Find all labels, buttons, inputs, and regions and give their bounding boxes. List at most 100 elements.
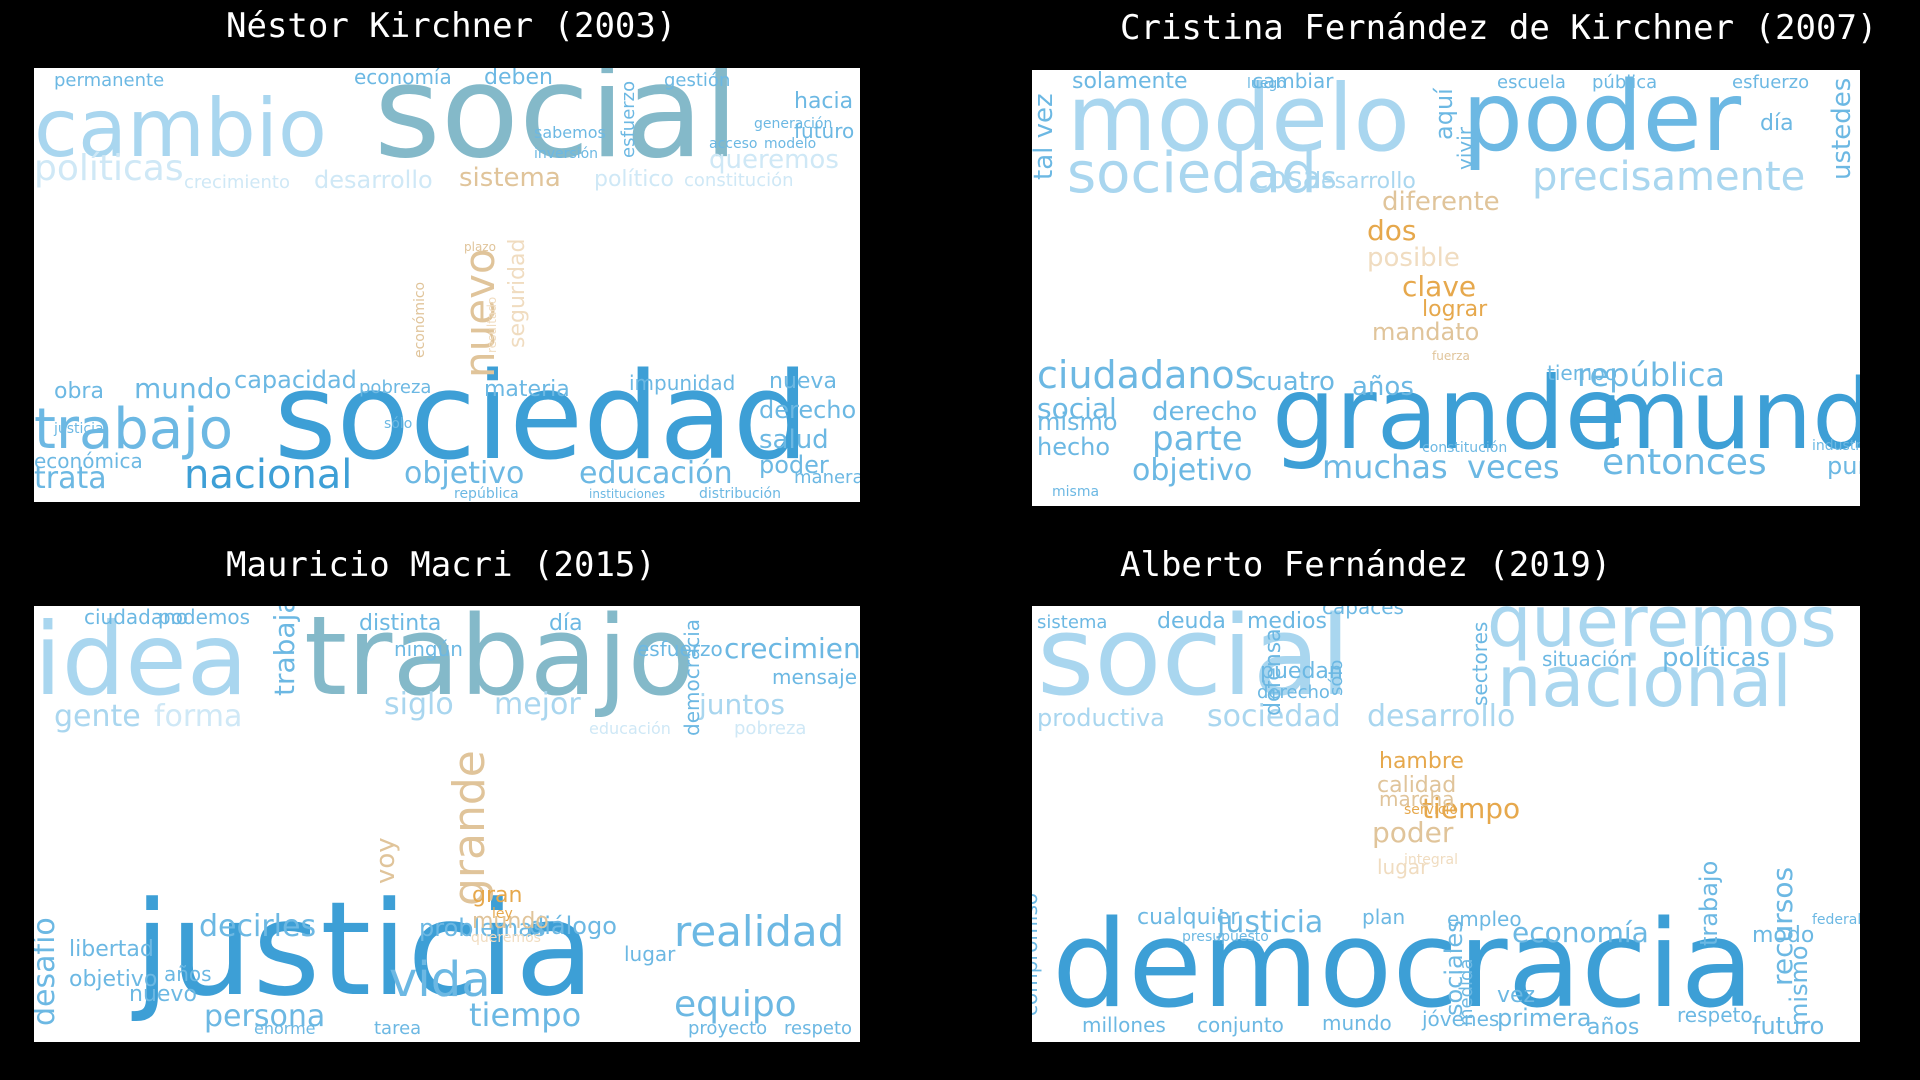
cloud-word: gestión: [664, 70, 730, 91]
cloud-word: materia: [484, 377, 570, 402]
cloud-word: deuda: [1157, 609, 1226, 634]
cloud-word: hecho: [1037, 433, 1110, 461]
cloud-word: desafío: [34, 917, 62, 1026]
cloud-word: empleo: [1447, 907, 1522, 931]
cloud-word: gente: [54, 699, 141, 734]
cloud-word: plan: [1362, 905, 1405, 929]
cloud-word: nueva: [769, 369, 837, 394]
panel-title-4: Alberto Fernández (2019): [1120, 545, 1612, 585]
cloud-word: obra: [54, 379, 104, 404]
cloud-word: social: [374, 68, 739, 187]
cloud-word: sólo: [1326, 660, 1347, 696]
cloud-word: generación: [754, 116, 832, 132]
cloud-word: ningún: [394, 637, 463, 661]
cloud-word: salud: [759, 425, 829, 455]
cloud-word: social: [1037, 392, 1117, 425]
cloud-word: modo: [1752, 923, 1814, 948]
cloud-word: ustedes: [1827, 78, 1857, 180]
cloud-word: tiempo: [469, 996, 581, 1034]
cloud-word: sabemos: [534, 123, 606, 142]
cloud-word: defensa: [1261, 628, 1286, 716]
cloud-word: grande: [1272, 355, 1626, 472]
cloud-word: acceso: [709, 136, 757, 152]
cloud-word: tiempo: [1422, 792, 1520, 825]
cloud-word: medida: [1456, 959, 1477, 1027]
cloud-word: queremos: [1487, 606, 1837, 663]
word-cloud-1-svg: social sociedad cambio trabajo políticas naci…: [34, 68, 860, 502]
cloud-word: decirles: [199, 909, 316, 944]
cloud-word: modelo: [764, 136, 816, 152]
cloud-word: cualquier: [1137, 905, 1240, 930]
cloud-word: compromiso: [1032, 893, 1042, 1016]
cloud-word: escuela: [1497, 72, 1566, 93]
cloud-word: ciudadanos: [1037, 353, 1254, 397]
cloud-word: conjunto: [1197, 1013, 1284, 1037]
cloud-word: muchas: [1322, 448, 1448, 486]
cloud-word: plazo: [464, 240, 496, 254]
cloud-word: problemas: [419, 914, 546, 942]
cloud-word: sociedad: [1067, 141, 1317, 206]
cloud-word: realidad: [674, 907, 844, 956]
cloud-word: federal: [1812, 912, 1860, 928]
cloud-word: productiva: [1037, 704, 1165, 732]
cloud-word: inversión: [534, 146, 598, 162]
cloud-word: hacia: [794, 89, 853, 114]
cloud-word: poder: [759, 451, 829, 479]
cloud-word: fuerza: [1432, 349, 1470, 363]
cloud-word: constitución: [1422, 440, 1507, 456]
cloud-word: república: [1577, 356, 1725, 394]
cloud-word: trabajo: [34, 397, 233, 462]
cloud-word: diferente: [1382, 187, 1500, 217]
cloud-word: modelo: [1067, 70, 1410, 172]
cloud-word: crecimiento: [724, 632, 860, 665]
cloud-word: seguridad: [505, 239, 530, 348]
cloud-word: aquí: [1430, 87, 1458, 140]
cloud-word: mundo: [1597, 359, 1860, 471]
cloud-word: crecimiento: [184, 172, 290, 193]
cloud-word: cuatro: [1252, 367, 1335, 397]
cloud-word: tarea: [374, 1018, 421, 1039]
cloud-word: clave: [1402, 270, 1476, 303]
cloud-word: precisamente: [1532, 154, 1805, 200]
cloud-word: ley: [492, 906, 513, 922]
cloud-word: punto: [1827, 452, 1860, 480]
cloud-word: sociales: [1440, 920, 1468, 1016]
cloud-word: respeto: [784, 1018, 852, 1039]
cloud-word: voy: [371, 837, 401, 884]
cloud-word: esfuerzo: [637, 637, 723, 661]
cloud-word: luego: [1247, 76, 1286, 92]
cloud-word: años: [1352, 372, 1414, 402]
cloud-word: vivir: [1453, 126, 1477, 170]
cloud-word: pobreza: [359, 377, 431, 398]
cloud-word: medios: [1247, 609, 1327, 634]
cloud-word: trabajo: [1695, 861, 1723, 946]
cloud-word: vida: [389, 952, 491, 1008]
cloud-word: políticas: [34, 148, 184, 189]
cloud-word: queremos: [709, 145, 839, 175]
cloud-word: resultado: [485, 297, 499, 353]
cloud-word: idea: [34, 606, 248, 718]
cloud-word: mismo: [1785, 945, 1813, 1026]
cloud-word: objetivo: [69, 967, 157, 992]
cloud-word: años: [1587, 1015, 1639, 1040]
cloud-word: mandato: [1372, 318, 1479, 346]
cloud-word: objetivo: [1132, 453, 1252, 488]
cloud-word: república: [454, 486, 519, 502]
cloud-word: forma: [154, 699, 242, 734]
cloud-word: cambiar: [1252, 70, 1334, 93]
cloud-word: justicia: [1216, 905, 1323, 940]
cloud-word: dos: [1367, 214, 1417, 247]
cloud-word: justicia: [131, 873, 595, 1025]
cloud-word: siglo: [384, 687, 454, 722]
cloud-word: entonces: [1602, 442, 1767, 483]
cloud-word: persona: [204, 999, 325, 1034]
cloud-word: servicio: [1404, 802, 1458, 818]
cloud-word: sistema: [459, 163, 561, 193]
cloud-word: solamente: [1072, 70, 1188, 94]
cloud-word: lugar: [624, 942, 676, 966]
cloud-word: ciudadano: [84, 606, 188, 629]
cloud-word: enorme: [254, 1019, 316, 1038]
cloud-word: libertad: [69, 937, 154, 962]
cloud-word: proyecto: [688, 1018, 767, 1039]
